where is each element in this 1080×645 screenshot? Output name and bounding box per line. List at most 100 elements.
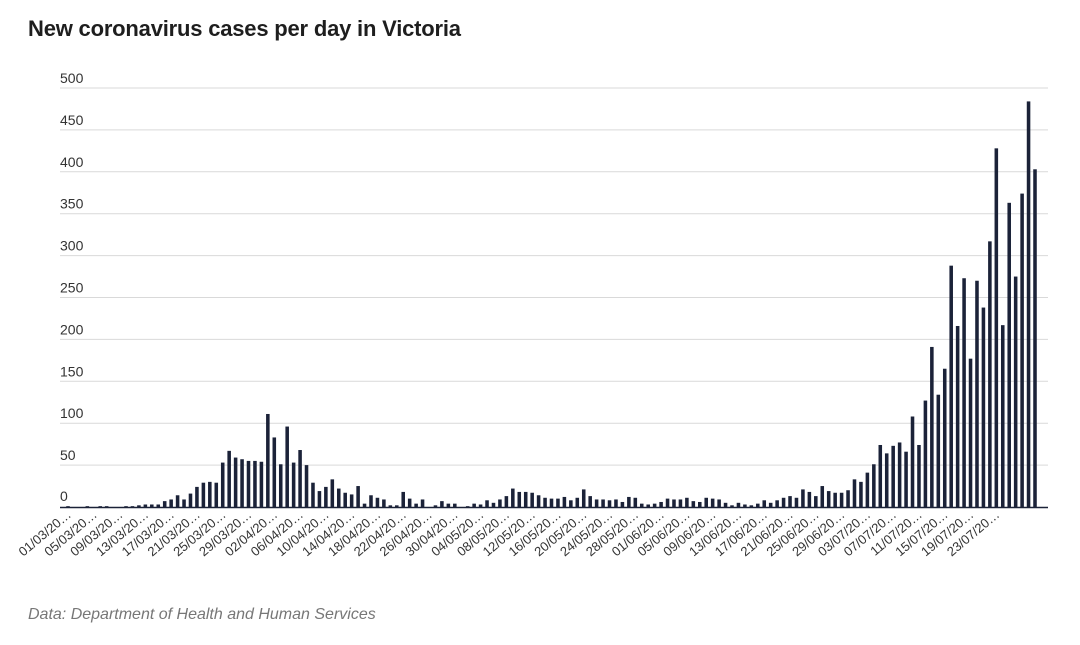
bar	[627, 496, 631, 507]
y-tick-label: 100	[60, 405, 84, 421]
bar	[491, 502, 496, 507]
bar	[897, 442, 902, 507]
bar	[104, 506, 109, 507]
y-tick-label: 300	[60, 238, 84, 254]
bar	[1020, 193, 1024, 507]
y-tick-label: 150	[60, 363, 84, 379]
bar	[369, 495, 373, 507]
bar	[743, 504, 747, 507]
bar	[317, 491, 322, 507]
bar	[485, 500, 489, 507]
bar	[788, 496, 792, 507]
y-axis-ticks: 0 50 100 150 200 250 300 350 400 450 500	[60, 70, 84, 504]
y-tick-label: 450	[60, 112, 84, 128]
x-axis-ticks: 01/03/20…05/03/20…09/03/20…13/03/20…17/0…	[16, 507, 1003, 559]
bar	[407, 498, 412, 507]
y-tick-label: 400	[60, 154, 84, 170]
bar	[240, 459, 244, 507]
bar	[420, 499, 425, 507]
bar	[884, 453, 889, 507]
y-tick-label: 50	[60, 447, 76, 463]
bar	[794, 497, 799, 507]
bar	[904, 451, 908, 507]
bar	[691, 501, 696, 507]
bar	[375, 497, 380, 507]
bar	[1013, 276, 1018, 507]
bar	[672, 499, 676, 507]
bar	[807, 491, 812, 507]
bar	[259, 461, 264, 507]
bar	[504, 496, 509, 507]
bar	[536, 495, 541, 507]
y-tick-label: 500	[60, 70, 84, 86]
bar	[723, 502, 728, 507]
bar	[949, 265, 953, 507]
bar	[130, 506, 135, 507]
bar	[981, 307, 986, 507]
bar	[678, 499, 683, 507]
bar	[833, 492, 837, 507]
bar	[285, 426, 289, 507]
bar	[517, 491, 522, 507]
bar	[659, 501, 663, 507]
bar	[698, 501, 702, 507]
bar	[336, 488, 341, 507]
bar	[801, 489, 805, 507]
bar	[736, 502, 741, 507]
bar	[614, 499, 618, 507]
bar	[253, 460, 257, 507]
bar	[872, 464, 876, 507]
bar	[639, 503, 644, 507]
bar	[768, 502, 773, 507]
bar	[195, 486, 199, 507]
bar	[704, 497, 708, 507]
bar	[1026, 101, 1031, 507]
bar	[324, 486, 328, 507]
bar	[156, 504, 161, 507]
bar	[330, 479, 335, 507]
bar	[923, 400, 928, 507]
bar	[465, 506, 470, 507]
bar	[85, 506, 90, 507]
y-tick-label: 200	[60, 321, 84, 337]
bar	[498, 499, 502, 507]
bar	[775, 500, 779, 507]
bars	[66, 101, 1037, 508]
bar	[66, 506, 70, 507]
bar	[549, 498, 554, 507]
bar	[98, 506, 103, 507]
bar	[852, 479, 857, 507]
bar	[665, 498, 670, 507]
bar	[543, 497, 547, 507]
bar	[169, 499, 173, 507]
bar	[304, 465, 309, 507]
bar	[349, 494, 354, 507]
bar	[188, 493, 193, 507]
y-tick-label: 350	[60, 196, 84, 212]
bar	[388, 505, 393, 507]
bar	[846, 490, 850, 507]
bar	[1000, 325, 1005, 507]
bar	[433, 505, 438, 507]
bar	[395, 505, 399, 507]
bar	[878, 444, 883, 507]
bar	[891, 445, 895, 507]
bar	[246, 460, 251, 507]
y-tick-label: 250	[60, 280, 84, 296]
bar	[208, 481, 212, 507]
bar	[594, 499, 599, 507]
bar	[266, 413, 270, 507]
bar	[220, 462, 225, 507]
bar	[930, 346, 934, 507]
bar	[717, 499, 721, 507]
bar	[781, 497, 786, 507]
bar	[214, 482, 219, 507]
bar-chart: 0 50 100 150 200 250 300 350 400 450 500 01/03/20……	[16, 70, 1048, 559]
bar	[556, 498, 560, 507]
bar	[646, 504, 650, 507]
bar	[820, 486, 825, 507]
bar	[859, 481, 863, 507]
bar	[936, 394, 941, 507]
gridlines	[60, 87, 1048, 509]
bar	[865, 472, 870, 507]
